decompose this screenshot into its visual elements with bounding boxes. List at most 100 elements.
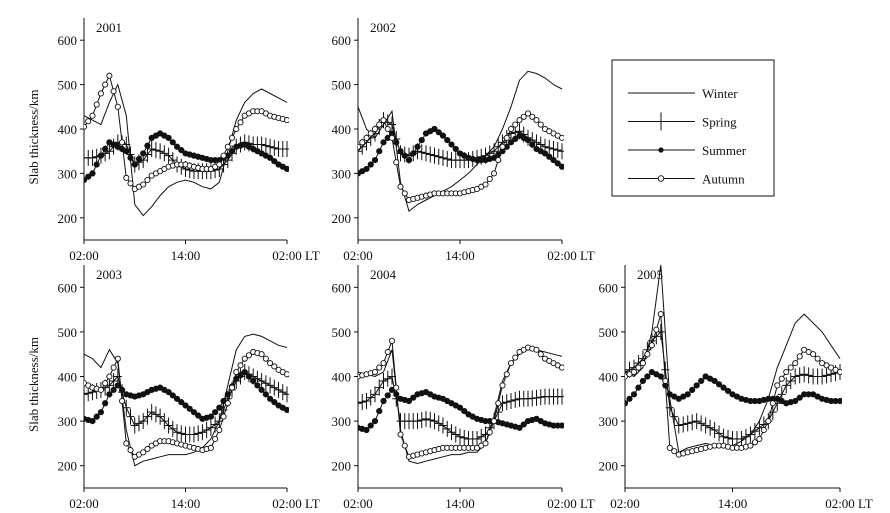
- summer-marker: [169, 392, 176, 399]
- summer-marker: [118, 386, 126, 393]
- y-tick-label: 400: [58, 122, 78, 137]
- spring-marker: [545, 139, 554, 156]
- spring-marker: [358, 394, 367, 411]
- spring-marker: [261, 375, 270, 392]
- summer-marker: [684, 391, 691, 398]
- summer-marker: [414, 143, 421, 150]
- autumn-marker: [384, 125, 391, 133]
- spring-marker: [430, 147, 439, 164]
- summer-marker: [144, 142, 151, 149]
- series-spring: [625, 323, 842, 447]
- summer-marker: [452, 145, 459, 153]
- y-axis-label: Slab thickness/km: [26, 337, 41, 432]
- autumn-marker: [212, 435, 219, 442]
- summer-marker: [558, 422, 564, 429]
- autumn-marker: [358, 143, 362, 150]
- x-tick-label: 02:00: [69, 248, 99, 263]
- autumn-marker: [666, 444, 673, 451]
- summer-marker: [367, 422, 374, 429]
- y-tick-label: 500: [58, 78, 78, 93]
- autumn-marker: [537, 121, 544, 128]
- autumn-marker: [397, 431, 404, 438]
- summer-marker: [106, 391, 113, 398]
- summer-marker: [363, 165, 370, 173]
- spring-marker: [109, 372, 118, 389]
- spring-marker: [795, 367, 804, 384]
- autumn-marker: [486, 429, 493, 436]
- panel-title: 2002: [370, 20, 396, 35]
- y-tick-label: 600: [599, 280, 619, 295]
- autumn-marker: [644, 351, 651, 358]
- spring-marker: [202, 422, 211, 439]
- x-tick-label: 14:00: [171, 248, 201, 263]
- summer-marker: [102, 145, 109, 153]
- spring-marker: [283, 140, 289, 157]
- autumn-marker: [537, 351, 544, 358]
- x-tick-label: 02:00: [272, 496, 302, 511]
- spring-marker: [553, 142, 562, 159]
- spring-marker: [84, 386, 88, 403]
- summer-marker: [283, 406, 289, 414]
- legend-label: Winter: [702, 86, 738, 101]
- y-tick-label: 400: [332, 122, 352, 137]
- autumn-marker: [401, 442, 408, 449]
- autumn-marker: [765, 418, 772, 425]
- summer-marker: [93, 161, 100, 168]
- summer-marker: [796, 394, 803, 401]
- summer-marker: [266, 395, 274, 402]
- autumn-marker: [648, 342, 655, 349]
- autumn-marker: [228, 134, 236, 141]
- autumn-marker: [760, 426, 767, 434]
- summer-marker: [635, 384, 642, 391]
- spring-marker: [113, 368, 122, 385]
- autumn-marker: [401, 190, 408, 197]
- spring-marker: [439, 417, 447, 434]
- summer-marker: [461, 407, 468, 415]
- series-summer: [625, 368, 842, 407]
- autumn-marker: [393, 159, 400, 166]
- autumn-marker: [657, 311, 664, 318]
- spring-marker: [194, 425, 203, 442]
- y-tick-label: 400: [599, 370, 619, 385]
- panel-title: 2005: [637, 267, 663, 282]
- spring-marker: [786, 372, 795, 389]
- y-tick-label: 500: [332, 78, 352, 93]
- autumn-marker: [359, 139, 366, 146]
- legend-entry-spring: Spring: [628, 112, 737, 131]
- summer-marker: [245, 373, 253, 380]
- spring-marker: [198, 424, 207, 441]
- autumn-marker: [787, 364, 794, 371]
- spring-marker: [283, 386, 289, 403]
- spring-marker: [674, 417, 683, 434]
- legend-box: [611, 59, 775, 197]
- spring-marker: [430, 413, 439, 430]
- autumn-marker: [119, 139, 126, 146]
- autumn-marker: [97, 90, 104, 97]
- summer-marker: [271, 158, 278, 165]
- autumn-marker: [216, 426, 223, 434]
- autumn-marker: [237, 119, 244, 126]
- y-tick-label: 600: [332, 280, 352, 295]
- series-autumn: [625, 311, 842, 458]
- autumn-marker: [558, 134, 564, 141]
- summer-marker: [693, 382, 700, 389]
- autumn-marker: [499, 382, 506, 389]
- x-tick-label: 14:00: [171, 496, 201, 511]
- y-tick-label: 300: [332, 414, 352, 429]
- y-tick-label: 200: [58, 459, 78, 474]
- summer-marker: [431, 125, 438, 133]
- autumn-marker: [495, 157, 502, 164]
- summer-marker: [836, 397, 842, 405]
- summer-marker: [123, 148, 130, 155]
- x-tick-label: 02:00: [547, 496, 577, 511]
- summer-marker: [165, 134, 172, 141]
- y-tick-label: 600: [332, 33, 352, 48]
- spring-marker: [473, 430, 481, 447]
- summer-marker: [439, 132, 447, 139]
- y-tick-label: 400: [332, 370, 352, 385]
- spring-marker: [443, 420, 452, 437]
- autumn-marker: [490, 170, 498, 177]
- spring-marker: [278, 384, 287, 401]
